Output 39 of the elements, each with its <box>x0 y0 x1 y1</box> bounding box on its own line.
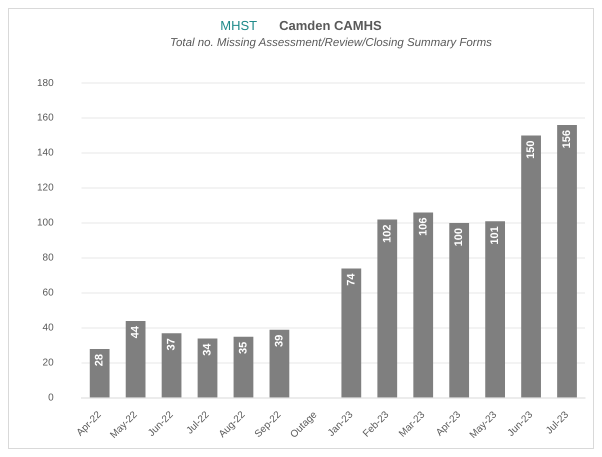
bar <box>270 330 290 398</box>
y-tick-label: 180 <box>36 78 54 89</box>
bar <box>557 124 577 398</box>
bar <box>198 338 218 398</box>
data-label: 101 <box>489 226 502 245</box>
bar <box>521 135 541 398</box>
y-tick-label: 40 <box>42 322 54 334</box>
y-tick-label: 140 <box>36 148 54 159</box>
data-label: 35 <box>237 342 250 354</box>
data-label: 34 <box>202 342 214 356</box>
bar <box>485 221 506 398</box>
chart-title: Camden CAMHS <box>279 18 382 33</box>
data-label: 37 <box>166 338 178 350</box>
data-label: 102 <box>381 224 394 243</box>
data-label: 150 <box>525 140 538 159</box>
bar <box>449 222 470 398</box>
y-tick-label: 120 <box>36 182 54 194</box>
y-tick-label: 60 <box>42 288 54 299</box>
data-label: 28 <box>94 354 106 366</box>
bar <box>341 268 362 398</box>
y-tick-label: 0 <box>48 392 54 404</box>
bar <box>413 212 434 398</box>
bar <box>90 348 110 398</box>
data-label: 100 <box>453 228 466 246</box>
y-tick-label: 80 <box>42 252 54 264</box>
data-label: 44 <box>130 325 142 338</box>
text: MHST <box>220 18 258 33</box>
data-label: 156 <box>561 130 574 148</box>
bar <box>377 219 398 398</box>
y-tick-label: 100 <box>36 218 54 229</box>
y-tick-label: 160 <box>36 112 54 124</box>
data-label: 74 <box>345 272 358 286</box>
bar <box>162 333 182 398</box>
y-tick-label: 20 <box>42 358 54 369</box>
bar <box>126 320 146 398</box>
bar <box>234 336 254 398</box>
chart-subtitle: Total no. Missing Assessment/Review/Closing Summary Forms <box>169 37 493 49</box>
data-label: 39 <box>273 334 286 347</box>
data-label: 106 <box>417 217 430 236</box>
